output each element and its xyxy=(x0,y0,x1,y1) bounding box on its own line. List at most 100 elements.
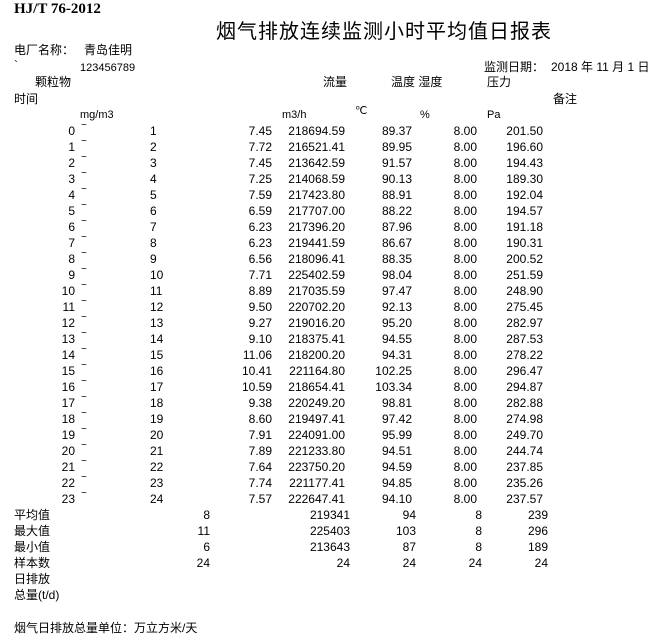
header-remark: 备注 xyxy=(553,92,578,106)
hour-start: 15 xyxy=(61,364,75,378)
particulate-value: 6.23 xyxy=(248,236,272,250)
temp-value: 90.13 xyxy=(381,172,412,186)
humidity-value: 8 xyxy=(475,508,482,522)
pressure-value: 275.45 xyxy=(506,300,543,314)
humidity-value: 8 xyxy=(475,524,482,538)
pressure-value: 201.50 xyxy=(506,124,543,138)
particulate-value: 11 xyxy=(197,524,210,538)
report-title: 烟气排放连续监测小时平均值日报表 xyxy=(216,21,552,43)
pressure-value: 274.98 xyxy=(506,412,543,426)
hour-start: 3 xyxy=(68,172,75,186)
hour-start: 6 xyxy=(68,220,75,234)
flow-value: 225403 xyxy=(309,524,350,538)
humidity-value: 8.00 xyxy=(453,428,477,442)
table-row: 3 ~4 7.25 214068.59 90.13 8.00 189.30 xyxy=(0,168,670,188)
pressure-value: 294.87 xyxy=(506,380,543,394)
flow-value: 214068.59 xyxy=(288,172,345,186)
hour-end: 20 xyxy=(150,428,164,442)
temp-value: 88.22 xyxy=(381,204,412,218)
flow-value: 217035.59 xyxy=(288,284,345,298)
pressure-value: 189 xyxy=(527,540,548,554)
particulate-value: 7.89 xyxy=(248,444,272,458)
flow-value: 223750.20 xyxy=(288,460,345,474)
summary-label: 最小值 xyxy=(14,540,51,554)
particulate-value: 7.25 xyxy=(248,172,272,186)
humidity-value: 8.00 xyxy=(453,492,477,506)
hour-start: 22 xyxy=(61,476,75,490)
table-row: 21 ~22 7.64 223750.20 94.59 8.00 237.85 xyxy=(0,456,670,476)
humidity-value: 8.00 xyxy=(453,284,477,298)
tilde: ~ xyxy=(81,136,87,147)
tilde: ~ xyxy=(81,360,87,371)
header-particulate: 颗粒物 xyxy=(35,75,72,89)
report-date: 2018 年 11 月 1 日 xyxy=(551,60,650,74)
hour-start: 8 xyxy=(68,252,75,266)
temp-value: 98.81 xyxy=(381,396,412,410)
tilde: ~ xyxy=(81,488,87,499)
summary-label: 平均值 xyxy=(14,508,51,522)
flow-value: 221233.80 xyxy=(288,444,345,458)
table-row: 13 ~14 9.10 218375.41 94.55 8.00 287.53 xyxy=(0,328,670,348)
flow-value: 224091.00 xyxy=(288,428,345,442)
table-row: 16 ~17 10.59 218654.41 103.34 8.00 294.87 xyxy=(0,376,670,396)
temp-value: 94.10 xyxy=(381,492,412,506)
particulate-value: 10.41 xyxy=(241,364,272,378)
humidity-value: 8.00 xyxy=(453,300,477,314)
table-row: 23 ~24 7.57 222647.41 94.10 8.00 237.57 xyxy=(0,488,670,508)
flow-value: 24 xyxy=(336,556,350,570)
pressure-value: 237.57 xyxy=(506,492,543,506)
header-pressure: 压力 xyxy=(487,75,512,89)
table-row: 6 ~7 6.23 217396.20 87.96 8.00 191.18 xyxy=(0,216,670,236)
hour-start: 5 xyxy=(68,204,75,218)
flow-value: 218694.59 xyxy=(288,124,345,138)
tilde: ~ xyxy=(81,312,87,323)
hour-end: 4 xyxy=(150,172,157,186)
tilde: ~ xyxy=(81,296,87,307)
hour-start: 18 xyxy=(61,412,75,426)
pressure-value: 194.43 xyxy=(506,156,543,170)
particulate-value: 8 xyxy=(203,508,210,522)
temp-value: 94.59 xyxy=(381,460,412,474)
humidity-value: 8.00 xyxy=(453,156,477,170)
hour-start: 1 xyxy=(68,140,75,154)
particulate-value: 9.27 xyxy=(248,316,272,330)
header-temp-humidity: 温度 湿度 xyxy=(391,75,443,89)
hour-end: 9 xyxy=(150,252,157,266)
code: 123456789 xyxy=(80,62,136,74)
particulate-value: 7.71 xyxy=(248,268,272,282)
particulate-value: 6 xyxy=(203,540,210,554)
hour-end: 16 xyxy=(150,364,164,378)
temp-value: 91.57 xyxy=(381,156,412,170)
date-label: 监测日期： xyxy=(484,60,545,74)
flow-value: 219441.59 xyxy=(288,236,345,250)
summary-row: 最小值 6 213643 87 8 189 xyxy=(0,540,670,556)
humidity-value: 8.00 xyxy=(453,204,477,218)
tilde: ~ xyxy=(81,152,87,163)
flow-value: 219341 xyxy=(309,508,350,522)
temp-value: 89.37 xyxy=(381,124,412,138)
pressure-value: 296.47 xyxy=(506,364,543,378)
tilde: ~ xyxy=(81,120,87,131)
humidity-value: 8.00 xyxy=(453,476,477,490)
summary-label: 最大值 xyxy=(14,524,51,538)
flow-value: 221177.41 xyxy=(289,476,345,490)
pressure-value: 189.30 xyxy=(506,172,543,186)
humidity-value: 8.00 xyxy=(453,380,477,394)
flow-value: 216521.41 xyxy=(288,140,345,154)
temp-value: 102.25 xyxy=(375,364,412,378)
humidity-value: 8.00 xyxy=(453,268,477,282)
pressure-value: 192.04 xyxy=(506,188,543,202)
flow-value: 225402.59 xyxy=(288,268,345,282)
table-row: 1 ~2 7.72 216521.41 89.95 8.00 196.60 xyxy=(0,136,670,156)
tilde: ~ xyxy=(81,248,87,259)
hour-end: 18 xyxy=(150,396,164,410)
tilde: ~ xyxy=(81,168,87,179)
flow-value: 217396.20 xyxy=(288,220,345,234)
humidity-value: 8.00 xyxy=(453,252,477,266)
pressure-value: 24 xyxy=(534,556,548,570)
particulate-value: 7.72 xyxy=(248,140,272,154)
particulate-value: 7.74 xyxy=(248,476,272,490)
table-row: 20 ~21 7.89 221233.80 94.51 8.00 244.74 xyxy=(0,440,670,460)
particulate-value: 7.45 xyxy=(248,124,272,138)
particulate-value: 6.23 xyxy=(248,220,272,234)
